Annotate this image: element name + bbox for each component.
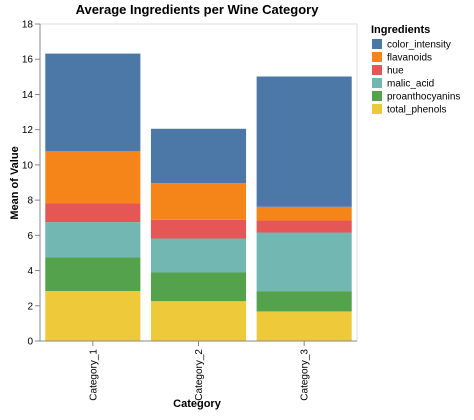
- bar-segment-proanthocyanins: [256, 291, 352, 312]
- bar-segment-hue: [150, 219, 247, 239]
- x-tick-label: Category_1: [88, 349, 99, 401]
- bar-segment-total_phenols: [150, 301, 247, 341]
- x-tick-label: Category_3: [300, 349, 311, 401]
- y-tick-label: 0: [27, 337, 33, 348]
- legend-label-malic_acid: malic_acid: [387, 79, 434, 90]
- y-tick-label: 18: [22, 20, 34, 31]
- bar-segment-hue: [45, 203, 141, 223]
- legend-label-total_phenols: total_phenols: [387, 105, 447, 116]
- bar-segment-malic_acid: [256, 232, 352, 292]
- legend-swatch-proanthocyanins: [372, 91, 382, 101]
- bar-segment-proanthocyanins: [45, 257, 141, 291]
- plot-area: 0 2 4 6 8 10 12 14 16 18 Category_1 Category_2 Categ…: [22, 20, 358, 401]
- legend-label-flavanoids: flavanoids: [387, 53, 432, 64]
- x-axis-title: Category: [173, 398, 222, 410]
- y-tick-label: 2: [27, 301, 33, 312]
- x-tick-label: Category_2: [194, 349, 205, 401]
- bar-segment-proanthocyanins: [150, 272, 247, 302]
- legend-swatch-flavanoids: [372, 52, 382, 62]
- y-tick-label: 12: [22, 125, 34, 136]
- y-tick-label: 4: [27, 266, 33, 277]
- chart-title: Average Ingredients per Wine Category: [76, 2, 320, 17]
- legend-swatch-malic_acid: [372, 78, 382, 88]
- bar-segment-color_intensity: [45, 53, 141, 151]
- bar-segment-hue: [256, 220, 352, 233]
- bar-segment-total_phenols: [45, 290, 141, 341]
- y-tick-label: 16: [22, 55, 34, 66]
- y-tick-label: 14: [22, 90, 34, 101]
- bar-segment-color_intensity: [256, 76, 352, 207]
- bar-segment-malic_acid: [150, 238, 247, 273]
- y-tick-label: 6: [27, 231, 33, 242]
- legend: Ingredients color_intensity flavanoids hue…: [371, 24, 460, 116]
- y-tick-label: 10: [22, 160, 34, 171]
- bar-segment-flavanoids: [150, 183, 247, 220]
- legend-label-color_intensity: color_intensity: [387, 40, 451, 51]
- legend-swatch-color_intensity: [372, 39, 382, 49]
- bar-segment-total_phenols: [256, 311, 352, 341]
- legend-label-hue: hue: [387, 66, 404, 77]
- legend-swatch-hue: [372, 65, 382, 75]
- bar-segment-flavanoids: [256, 206, 352, 221]
- bar-segment-malic_acid: [45, 222, 141, 258]
- legend-swatch-total_phenols: [372, 104, 382, 114]
- bar-segment-color_intensity: [150, 128, 247, 184]
- y-tick-label: 8: [27, 196, 33, 207]
- legend-label-proanthocyanins: proanthocyanins: [387, 92, 460, 103]
- bar-segment-flavanoids: [45, 150, 141, 204]
- legend-title: Ingredients: [371, 24, 430, 36]
- y-axis-title: Mean of Value: [9, 146, 21, 219]
